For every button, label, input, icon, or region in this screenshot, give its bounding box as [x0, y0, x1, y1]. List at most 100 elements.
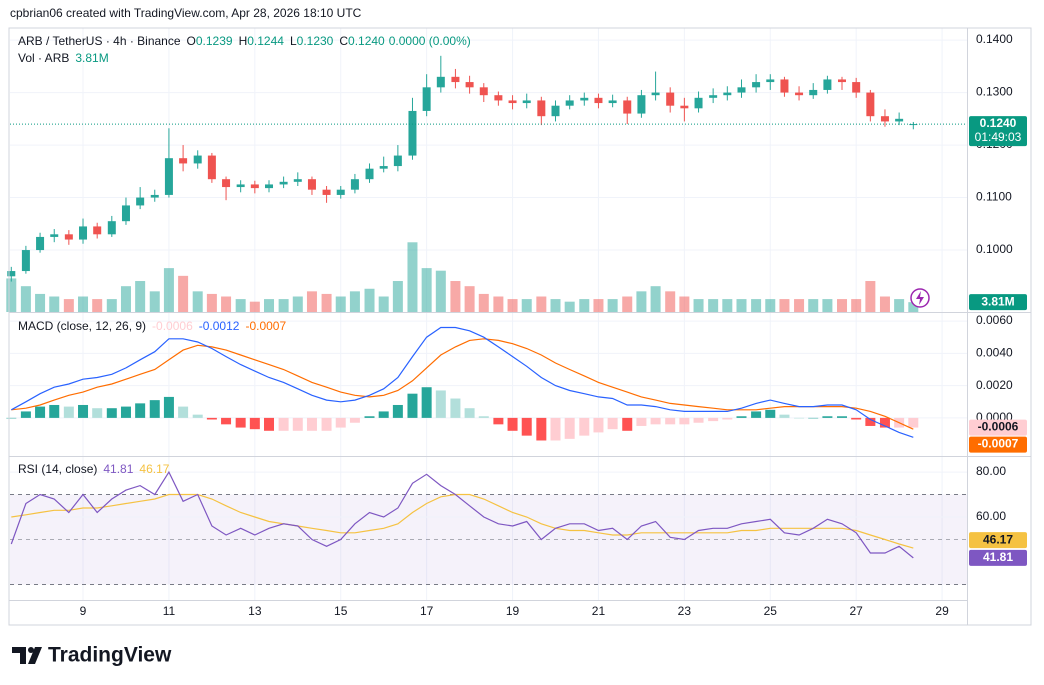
y-tick-label: 0.0020 [976, 378, 1013, 392]
ma-line [11, 493, 914, 549]
y-tick-label: 60.00 [976, 509, 1006, 523]
x-tick-label: 25 [764, 604, 778, 618]
candle-body [279, 181, 288, 185]
volume-bar [364, 288, 375, 312]
logo-dot [28, 647, 34, 653]
volume-bar [264, 299, 275, 312]
x-tick-label: 21 [592, 604, 606, 618]
stat-label: H [239, 34, 248, 48]
y-tick-label: 0.1100 [976, 190, 1012, 204]
x-tick-label: 11 [163, 604, 176, 618]
histogram-bar [135, 403, 146, 418]
stat-label: O [187, 34, 196, 48]
candle-body [21, 250, 30, 272]
histogram-bar [579, 417, 590, 436]
candle-body [336, 189, 345, 195]
candle-body [795, 92, 804, 96]
price-tag: 0.1240 [980, 116, 1017, 130]
volume-bar [679, 296, 690, 312]
histogram-bar [392, 404, 403, 418]
histogram-bar [708, 417, 719, 422]
volume-bar [579, 299, 590, 312]
legend: Vol · ARB 3.81M [18, 51, 109, 65]
candle-body [7, 271, 16, 277]
volume-bar [20, 286, 31, 312]
histogram-bar [435, 390, 446, 418]
histogram-bar [808, 417, 819, 419]
candle-body [207, 155, 216, 180]
candle-body [451, 76, 460, 83]
stat-value: 0.1244 [247, 34, 284, 48]
volume-bar [35, 293, 46, 312]
volume-bar [292, 296, 303, 312]
title: MACD (close, 12, 26, 9) [18, 319, 146, 333]
candle-body [136, 197, 145, 206]
rsi-tag-bg [969, 549, 1027, 566]
volume-bar [49, 296, 60, 312]
candle-body [852, 82, 861, 93]
rsi-tag: 41.81 [983, 550, 1013, 564]
x-tick-label: 29 [935, 604, 949, 618]
rsi-line [10, 470, 914, 559]
logo-mark [28, 647, 42, 664]
candle-body [465, 82, 474, 88]
histogram-bar [421, 387, 432, 418]
candle-body [565, 100, 574, 106]
candle-body [737, 87, 746, 93]
stat-label: L [290, 34, 297, 48]
histogram-bar [120, 406, 131, 418]
histogram-bar [49, 404, 60, 418]
candle-body [350, 179, 359, 190]
candle-body [479, 87, 488, 96]
title: RSI (14, close) [18, 462, 97, 476]
histogram-bar [192, 414, 203, 418]
histogram-bar [751, 411, 762, 418]
candle-body [121, 205, 130, 222]
volume-bar [879, 296, 890, 312]
x-tick-label: 17 [420, 604, 434, 618]
candle-body [580, 97, 589, 101]
candle-body [265, 184, 274, 189]
candle-body [236, 184, 245, 188]
candle-body [709, 95, 718, 98]
volume-bar [521, 299, 532, 312]
histogram-bar [20, 411, 31, 418]
candle-body [322, 189, 331, 195]
candle-body [866, 92, 875, 117]
histogram-bar [507, 417, 518, 431]
volume-bar [378, 296, 389, 312]
candle-body [694, 97, 703, 109]
frame [8, 27, 1032, 626]
candle-body [164, 158, 173, 195]
candle-body [895, 118, 904, 122]
candle-body [780, 79, 789, 93]
histogram-bar [550, 417, 561, 441]
histogram-bar [464, 408, 475, 418]
alert-bolt[interactable] [916, 291, 924, 305]
volume-bar [335, 296, 346, 312]
signal-tag: -0.0007 [978, 437, 1019, 451]
histogram-value: -0.0006 [152, 319, 193, 333]
y-tick-label: 0.0040 [976, 346, 1013, 360]
y-tick-label: 80.00 [976, 464, 1006, 478]
volume-bar [63, 299, 74, 312]
histogram-tag: -0.0006 [978, 420, 1019, 434]
y-tick-label: 0.0060 [976, 313, 1013, 327]
alert-icon[interactable] [910, 288, 930, 308]
candle-body [651, 92, 660, 96]
histogram-bar [564, 417, 575, 439]
histogram-bar [679, 417, 690, 425]
candle-body [680, 105, 689, 109]
band-fill [10, 494, 967, 585]
candle-body [393, 155, 402, 167]
y-tick-label: 0.1300 [976, 85, 1013, 99]
volume-bar [607, 299, 618, 312]
volume-bar [622, 296, 633, 312]
x-tick-label: 9 [80, 604, 87, 618]
stat-value: 0.1240 [348, 34, 385, 48]
volume-bar [435, 270, 446, 312]
histogram-bar [206, 417, 217, 420]
volume-bar [163, 268, 174, 312]
candle-body [752, 82, 761, 88]
